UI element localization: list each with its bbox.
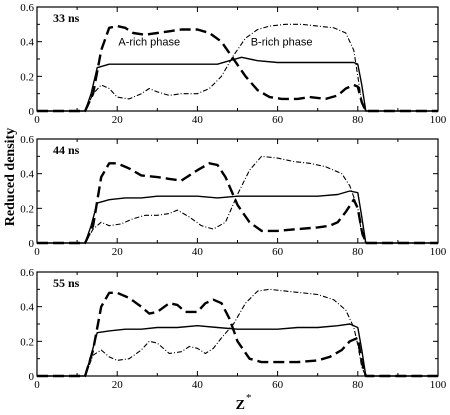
series-line-solid [37, 323, 438, 377]
series-line-dashed [37, 162, 438, 245]
panel-3: 0 20 40 60 80 100 0 0.2 0.4 0.6 55 ns [20, 267, 447, 391]
panel-label: 33 ns [53, 11, 80, 25]
x-tick-label: 0 [34, 114, 40, 126]
y-tick-label: 0 [29, 238, 35, 250]
panel-label: 55 ns [53, 276, 80, 290]
x-tick-label: 0 [34, 246, 40, 258]
series-line-dash-dot [37, 23, 438, 112]
x-tick-label: 100 [430, 379, 447, 391]
series-line-solid [37, 56, 438, 112]
x-axis-title-superscript: * [246, 392, 252, 404]
series-line-solid [37, 190, 438, 244]
y-tick-label: 0.4 [20, 169, 34, 181]
y-tick-label: 0.2 [20, 336, 34, 348]
x-tick-label: 80 [352, 379, 364, 391]
x-axis-title: Z [236, 398, 245, 413]
y-tick-label: 0.4 [20, 37, 34, 49]
y-tick-label: 0.2 [20, 71, 34, 83]
panel-1: 0 20 40 60 80 100 0 0.2 0.4 0.6 33 ns A-rich phase B… [20, 2, 447, 126]
series-line-dash-dot [37, 155, 438, 244]
y-tick-label: 0.4 [20, 302, 34, 314]
x-tick-label: 80 [352, 114, 364, 126]
x-tick-label: 100 [430, 114, 447, 126]
series-line-dash-dot [37, 288, 438, 377]
x-tick-label: 20 [112, 379, 124, 391]
x-tick-label: 100 [430, 246, 447, 258]
y-axis-title: Reduced density [3, 128, 18, 226]
y-tick-label: 0.6 [20, 267, 34, 279]
phase-annotation: B-rich phase [251, 37, 313, 49]
x-tick-label: 20 [112, 246, 124, 258]
x-tick-label: 60 [272, 114, 284, 126]
phase-annotation: A-rich phase [118, 37, 180, 49]
y-tick-label: 0.6 [20, 2, 34, 14]
x-tick-label: 40 [192, 114, 204, 126]
x-tick-label: 40 [192, 246, 204, 258]
x-tick-label: 60 [272, 379, 284, 391]
y-tick-label: 0.2 [20, 203, 34, 215]
x-tick-label: 60 [272, 246, 284, 258]
y-tick-label: 0 [29, 106, 35, 118]
x-tick-label: 20 [112, 114, 124, 126]
series-line-dashed [37, 291, 438, 378]
panel-2: 0 20 40 60 80 100 0 0.2 0.4 0.6 44 ns [20, 134, 447, 258]
plot-frame [36, 138, 439, 244]
y-tick-label: 0 [29, 371, 35, 383]
x-tick-label: 40 [192, 379, 204, 391]
y-tick-label: 0.6 [20, 134, 34, 146]
x-tick-label: 80 [352, 246, 364, 258]
panel-label: 44 ns [53, 143, 80, 157]
series-line-dashed [37, 24, 438, 113]
x-tick-label: 0 [34, 379, 40, 391]
